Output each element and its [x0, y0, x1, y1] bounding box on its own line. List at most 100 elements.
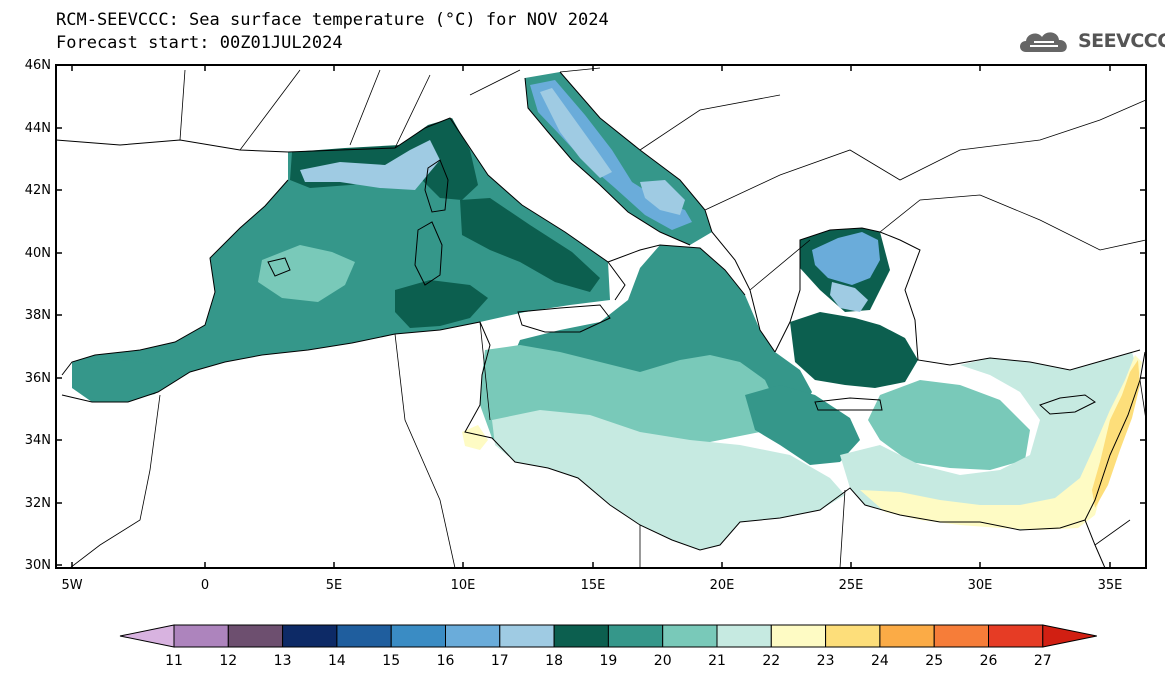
- colorbar-box-26-27: [988, 624, 1044, 648]
- lat-label-30N: 30N: [25, 558, 51, 573]
- coastline-greece: [774, 227, 881, 353]
- colorbar-box-14-15: [336, 624, 392, 648]
- colorbar-label-22: 22: [762, 653, 780, 669]
- lat-label-44N: 44N: [25, 121, 51, 136]
- lat-label-40N: 40N: [25, 246, 51, 261]
- colorbar-over-triangle: [1042, 624, 1097, 648]
- colorbar-label-26: 26: [980, 653, 998, 669]
- colorbar-boxes: [119, 624, 1097, 648]
- coastline-adriatic-east: [559, 71, 776, 353]
- sst-region-levantine-22: [840, 352, 1140, 530]
- sst-field: [72, 72, 1142, 550]
- colorbar-box-17-18: [499, 624, 555, 648]
- colorbar-label-20: 20: [654, 653, 672, 669]
- logo-text: SEEVCCC: [1078, 30, 1165, 52]
- lon-label-5W: 5W: [61, 578, 82, 593]
- island-cyprus: [1039, 394, 1096, 415]
- colorbar-label-12: 12: [219, 653, 237, 669]
- sst-region-alboran-20: [72, 360, 170, 400]
- colorbar-label-11: 11: [165, 653, 183, 669]
- forecast-start-label: Forecast start: 00Z01JUL2024: [56, 33, 343, 53]
- sst-region-balearic-warm: [258, 245, 355, 302]
- map-title: RCM-SEEVCCC: Sea surface temperature (°C…: [56, 10, 609, 30]
- colorbar-label-13: 13: [274, 653, 292, 669]
- colorbar-label-19: 19: [599, 653, 617, 669]
- sst-region-tyrrhenian-19: [460, 198, 600, 292]
- sst-region-aegean-19: [790, 312, 918, 388]
- lat-tick-marks: [56, 64, 1146, 566]
- colorbar-label-27: 27: [1034, 653, 1052, 669]
- colorbar-label-18: 18: [545, 653, 563, 669]
- borders: [69, 67, 1146, 568]
- lon-tick-labels: 5W 0 5E 10E 15E 20E 25E 30E 35E: [61, 578, 1122, 593]
- colorbar-label-21: 21: [708, 653, 726, 669]
- sst-region-levantine-23: [860, 355, 1142, 530]
- colorbar-box-21-22: [716, 624, 772, 648]
- colorbar-box-19-20: [607, 624, 664, 648]
- island-mallorca: [267, 257, 291, 277]
- lon-label-5E: 5E: [326, 578, 343, 593]
- colorbar-box-22-23: [770, 624, 827, 648]
- cloud-icon: [1020, 32, 1067, 52]
- colorbar-label-16: 16: [437, 653, 455, 669]
- map-frame: [55, 64, 1147, 569]
- colorbar-label-15: 15: [382, 653, 400, 669]
- lat-label-32N: 32N: [25, 496, 51, 511]
- lon-label-25E: 25E: [839, 578, 864, 593]
- colorbar-label-24: 24: [871, 653, 889, 669]
- lat-label-34N: 34N: [25, 433, 51, 448]
- colorbar-box-11-12: [173, 624, 229, 648]
- sst-region-adriatic-south-18: [640, 180, 685, 215]
- sst-region-north-aegean-18: [830, 282, 868, 312]
- lon-label-10E: 10E: [451, 578, 476, 593]
- coastline-adriatic-west: [524, 77, 691, 246]
- lon-label-15E: 15E: [581, 578, 606, 593]
- colorbar-label-14: 14: [328, 653, 346, 669]
- colorbar-box-25-26: [933, 624, 990, 648]
- colorbar-box-12-13: [227, 624, 284, 648]
- sst-region-north-aegean-17: [812, 232, 880, 285]
- lat-label-36N: 36N: [25, 371, 51, 386]
- lon-tick-marks: [71, 65, 1111, 568]
- lon-label-35E: 35E: [1098, 578, 1123, 593]
- colorbar-box-23-24: [825, 624, 881, 648]
- colorbar-box-16-17: [445, 624, 501, 648]
- island-crete: [814, 397, 883, 411]
- island-sicily: [517, 304, 611, 333]
- coastline-levant: [1084, 351, 1146, 521]
- colorbar-box-20-21: [662, 624, 718, 648]
- colorbar-label-25: 25: [925, 653, 943, 669]
- island-sardinia: [414, 221, 443, 286]
- sst-region-gabes-23: [462, 425, 488, 450]
- lon-label-20E: 20E: [710, 578, 735, 593]
- colorbar-label-23: 23: [817, 653, 835, 669]
- colorbar-box-13-14: [282, 624, 338, 648]
- lat-label-42N: 42N: [25, 183, 51, 198]
- sst-region-gulf-of-lion-18: [300, 140, 440, 190]
- coastlines: [56, 67, 1146, 568]
- lat-label-46N: 46N: [25, 58, 51, 73]
- colorbar-under-triangle: [119, 624, 175, 648]
- coastline-france-italy: [287, 117, 746, 301]
- sst-region-adriatic-16: [540, 88, 612, 178]
- sst-region-levantine-21: [868, 380, 1030, 470]
- lon-label-30E: 30E: [968, 578, 993, 593]
- colorbar-label-17: 17: [491, 653, 509, 669]
- island-corsica: [424, 159, 449, 213]
- lat-tick-labels: 46N 44N 42N 40N 38N 36N 34N 32N 30N: [25, 58, 51, 573]
- colorbar-box-24-25: [879, 624, 935, 648]
- sst-map: 46N 44N 42N 40N 38N 36N 34N 32N 30N 5W 0…: [25, 58, 1147, 593]
- sst-region-sirte-22: [492, 410, 845, 550]
- colorbar-labels: 11 12 13 14 15 16 17 18 19 20 21 22 23 24 25 26 27: [165, 653, 1052, 669]
- colorbar-box-15-16: [390, 624, 447, 648]
- coastline-north-africa: [61, 321, 1106, 568]
- sst-region-sardinia-19: [395, 280, 488, 328]
- sst-region-levant-coast-24: [1092, 360, 1140, 508]
- sst-region-crete-south-20: [745, 385, 860, 465]
- lat-label-38N: 38N: [25, 308, 51, 323]
- colorbar: 11 12 13 14 15 16 17 18 19 20 21 22 23 24 25 26 27: [119, 624, 1097, 669]
- seevccc-logo: SEEVCCC: [1016, 26, 1165, 56]
- lon-label-0: 0: [201, 578, 209, 593]
- colorbar-box-18-19: [553, 624, 609, 648]
- coastline-turkey: [879, 231, 1141, 371]
